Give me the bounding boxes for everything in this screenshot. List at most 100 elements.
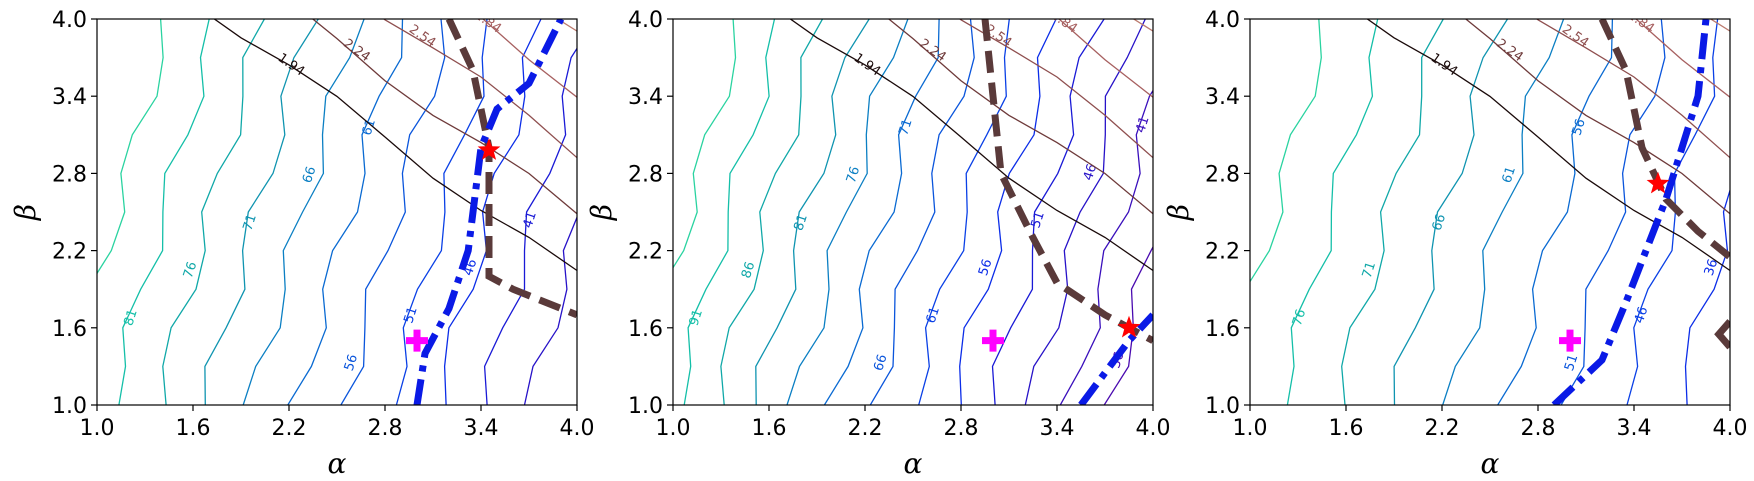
axes-frame — [96, 18, 578, 406]
x-tick-label: 1.6 — [752, 416, 787, 441]
x-axis-label: α — [904, 447, 923, 480]
x-tick-label: 2.8 — [368, 416, 403, 441]
star-marker — [477, 138, 501, 160]
y-tick-label: 2.2 — [628, 240, 663, 265]
star-marker — [1646, 171, 1670, 194]
warm-contour-line — [311, 19, 577, 215]
x-tick-label: 2.2 — [272, 416, 307, 441]
cool-contour-label: 46 — [1632, 305, 1651, 325]
cool-contour-line — [287, 19, 404, 405]
y-tick-label: 2.2 — [52, 240, 87, 265]
warm-contour-line — [482, 19, 577, 98]
blue-dashdot-curve — [413, 19, 565, 405]
cool-contour-label: 81 — [791, 212, 810, 232]
plus-marker — [1559, 329, 1581, 352]
cool-contour-label: 61 — [924, 305, 943, 325]
cool-contour-line — [1059, 89, 1153, 405]
cool-contour-line — [755, 19, 870, 405]
cool-contour-label: 76 — [1290, 308, 1309, 328]
cool-contour-line — [340, 19, 446, 405]
y-tick-label: 4.0 — [1205, 8, 1240, 33]
cool-contour-line — [1250, 19, 1322, 283]
cool-contour-line — [720, 19, 824, 405]
axes-frame — [1249, 18, 1731, 406]
cool-contour-line — [991, 19, 1105, 405]
plus-marker — [406, 329, 428, 352]
cool-contour-label: 46 — [1081, 162, 1100, 182]
x-axis-label: α — [328, 447, 347, 480]
y-tick-label: 3.4 — [628, 85, 663, 110]
warm-contour-label: 1.94 — [851, 51, 883, 80]
cool-contour-label: 56 — [342, 353, 361, 373]
warm-contour-line — [1132, 19, 1153, 32]
cool-contour-label: 56 — [976, 257, 995, 277]
y-axis-label: β — [1162, 204, 1195, 221]
brown-dashed-curve — [445, 19, 577, 319]
warm-contour-label: 2.54 — [1559, 22, 1591, 51]
warm-contour-line — [958, 19, 1153, 159]
x-tick-label: 2.8 — [1521, 416, 1556, 441]
cool-contour-line — [1497, 19, 1614, 405]
cool-contour-line — [959, 19, 1057, 405]
cool-contour-line — [1684, 188, 1730, 405]
cool-contour-label: 66 — [1430, 212, 1449, 232]
cool-contour-label: 71 — [1360, 260, 1379, 280]
x-tick-label: 4.0 — [560, 416, 595, 441]
warm-contour-line — [1709, 19, 1730, 32]
cool-contour-line — [673, 19, 737, 269]
cool-contour-label: 86 — [62, 355, 81, 375]
cool-contour-line — [1341, 19, 1444, 405]
warm-contour-line — [556, 19, 577, 32]
warm-contour-line — [1535, 19, 1730, 159]
warm-contour-label: 1.94 — [275, 51, 307, 80]
y-axis-label: β — [585, 204, 618, 221]
brown-dashed-arc — [1714, 319, 1730, 350]
warm-contour-line — [382, 19, 577, 159]
cool-contour-label: 91 — [687, 308, 706, 328]
cool-contour-line — [483, 47, 577, 405]
plus-marker — [982, 329, 1004, 352]
y-tick-label: 2.8 — [628, 162, 663, 187]
chart-panel-1: 86817671666156514641361.942.242.542.843.… — [9, 8, 599, 480]
warm-contour-line — [1635, 19, 1730, 98]
warm-contour-label: 2.84 — [472, 8, 504, 37]
cool-contour-label: 76 — [844, 165, 863, 185]
cool-contour-line — [204, 19, 319, 405]
cool-contour-line — [823, 19, 940, 405]
y-tick-label: 3.4 — [1205, 85, 1240, 110]
cool-contour-line — [523, 215, 577, 405]
y-tick-label: 1.6 — [52, 317, 87, 342]
y-tick-label: 1.0 — [1205, 394, 1240, 419]
cool-contour-line — [118, 19, 210, 405]
warm-contour-label: 2.84 — [1625, 8, 1657, 37]
chart-panel-3: 8176716661565146361.942.242.542.843.143.… — [1162, 8, 1748, 480]
x-tick-label: 1.0 — [656, 416, 691, 441]
x-tick-label: 1.0 — [80, 416, 115, 441]
cool-contour-label: 81 — [1220, 355, 1239, 375]
cool-contour-line — [395, 19, 488, 405]
y-tick-label: 1.6 — [628, 317, 663, 342]
y-tick-label: 2.8 — [1205, 162, 1240, 187]
x-axis-label: α — [1481, 447, 1500, 480]
cool-contour-label: 71 — [896, 117, 915, 137]
cool-contour-line — [97, 19, 164, 275]
cool-contour-line — [869, 19, 975, 405]
cool-contour-label: 41 — [520, 210, 539, 230]
cool-contour-label: 41 — [1133, 115, 1152, 135]
warm-contour-label: 2.24 — [1493, 36, 1525, 65]
star-marker — [1117, 315, 1141, 338]
cool-contour-label: 51 — [1028, 210, 1047, 230]
cool-contour-label: 71 — [241, 212, 260, 232]
x-tick-label: 3.4 — [464, 416, 499, 441]
cool-contour-label: 36 — [580, 162, 599, 182]
cool-contour-line — [162, 19, 265, 405]
cool-contour-line — [1286, 19, 1379, 405]
brown-dashed-curve — [981, 19, 1153, 344]
blue-dashdot-curve — [1551, 19, 1710, 405]
warm-contour-label: 2.24 — [340, 36, 372, 65]
cool-contour-label: 66 — [300, 165, 319, 185]
warm-contour-line — [887, 19, 1153, 215]
warm-contour-line — [1366, 19, 1730, 272]
warm-contour-line — [789, 19, 1153, 272]
cool-contour-label: 51 — [401, 305, 420, 325]
